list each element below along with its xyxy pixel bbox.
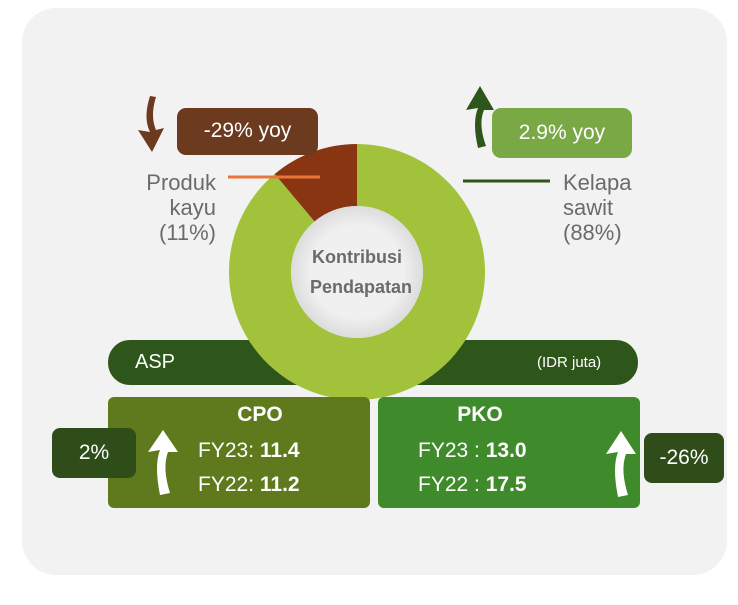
- row-label: FY23:: [198, 439, 255, 462]
- pko-change-box: [644, 433, 724, 483]
- cpo-change-box: [52, 428, 136, 478]
- product-row: FY23: 11.4: [198, 439, 300, 463]
- kayu-yoy-box: [177, 108, 318, 155]
- row-value: 11.4: [259, 439, 300, 462]
- kayu-value-label: (11%): [158, 220, 216, 245]
- down-arrow: [138, 96, 164, 152]
- sawit-value-label: (88%): [563, 220, 622, 245]
- asp-unit: (IDR juta): [537, 354, 602, 371]
- product-row: FY22 : 17.5: [418, 473, 527, 497]
- sawit-yoy: 2.9% yoy: [518, 121, 606, 144]
- up-arrow: [466, 86, 494, 148]
- product-name: PKO: [457, 403, 503, 426]
- product-change: 2%: [78, 441, 110, 464]
- cpo-up-arrow: [148, 430, 178, 495]
- pko-box: [378, 397, 640, 508]
- row-value: 11.2: [259, 473, 300, 496]
- row-label: FY22 :: [418, 473, 480, 496]
- kayu-label: Produk kayu: [146, 170, 216, 220]
- row-value: 17.5: [485, 473, 527, 496]
- product-name: CPO: [237, 403, 283, 426]
- donut-segment: [228, 144, 485, 400]
- sawit-yoy-box: [492, 108, 632, 158]
- row-value: 13.0: [485, 439, 527, 462]
- row-label: FY22:: [198, 473, 255, 496]
- donut-hole: [291, 206, 423, 338]
- donut: [228, 144, 485, 400]
- donut-segment: [274, 144, 357, 222]
- product-row: FY22: 11.2: [198, 473, 300, 497]
- pko-up-arrow: [606, 431, 636, 497]
- cpo-box: [108, 397, 370, 508]
- center-label: Kontribusi Pendapatan: [310, 247, 413, 297]
- product-change: -26%: [659, 446, 709, 469]
- kayu-yoy: -29% yoy: [203, 119, 292, 142]
- row-label: FY23 :: [418, 439, 480, 462]
- sawit-label: Kelapa sawit: [563, 170, 632, 220]
- asp-title: ASP: [135, 351, 176, 373]
- product-row: FY23 : 13.0: [418, 439, 527, 463]
